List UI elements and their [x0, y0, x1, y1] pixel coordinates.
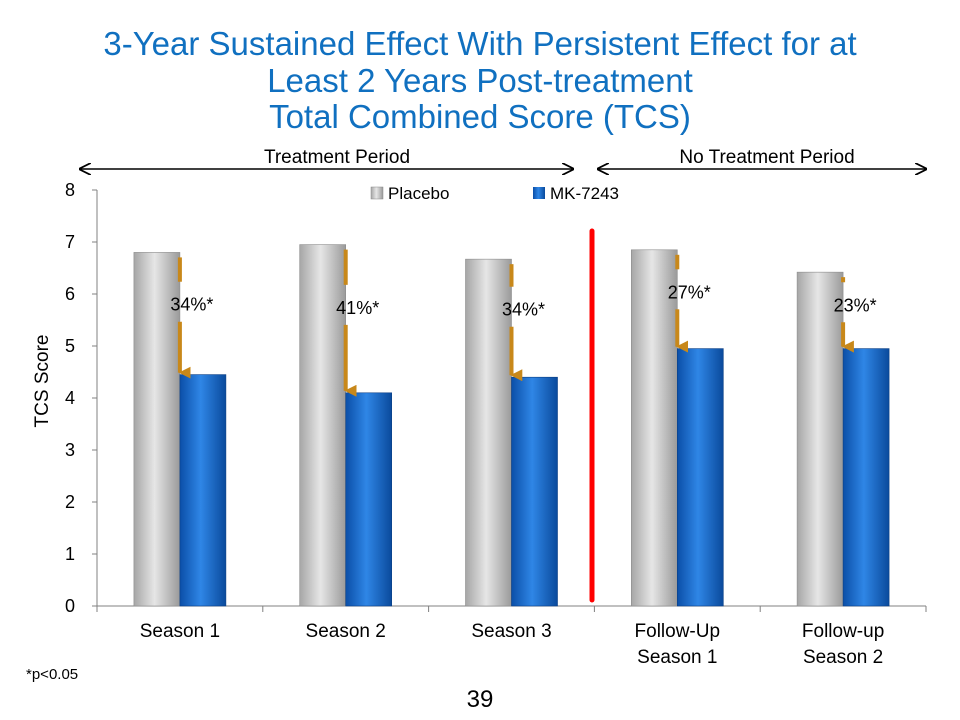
x-tick-label: Follow-Up: [635, 621, 721, 642]
x-tick-label: Season 1: [140, 621, 220, 642]
reduction-label: 41%*: [336, 298, 379, 318]
x-tick-label: Follow-up: [802, 621, 884, 642]
reduction-annotations: 34%* 41%* 34%* 27%* 23%*: [170, 249, 877, 397]
x-tick-label: Season 2: [306, 621, 386, 642]
no-treatment-period-label: No Treatment Period: [679, 147, 854, 168]
title-line-1: 3-Year Sustained Effect With Persistent …: [103, 25, 857, 62]
legend-swatch-mk7243: [533, 187, 545, 199]
bar-mk7243: [511, 376, 558, 607]
y-tick-label: 4: [65, 388, 75, 408]
bar-mk7243: [842, 348, 890, 607]
footnote: *p<0.05: [26, 666, 79, 683]
bar-mk7243: [345, 392, 393, 607]
reduction-label: 34%*: [170, 295, 213, 315]
y-tick-label: 1: [65, 544, 75, 564]
reduction-label: 23%*: [834, 295, 877, 315]
y-tick-label: 3: [65, 440, 75, 460]
bar-placebo: [299, 244, 347, 607]
y-tick-label: 6: [65, 284, 75, 304]
bar-placebo: [796, 271, 844, 607]
y-tick-label: 2: [65, 492, 75, 512]
bars: [133, 244, 890, 607]
bar-placebo: [133, 252, 181, 607]
y-tick-label: 0: [65, 596, 75, 616]
legend: Placebo MK-7243: [370, 184, 619, 203]
treatment-period-label: Treatment Period: [264, 147, 410, 168]
bar-placebo: [630, 249, 678, 607]
x-tick-label: Season 3: [471, 621, 551, 642]
reduction-label: 34%*: [502, 300, 545, 320]
bar-placebo: [465, 258, 512, 607]
x-axis: Season 1 Season 2 Season 3 Follow-Up Season …: [96, 605, 927, 668]
y-tick-label: 5: [65, 336, 75, 356]
y-axis: 0 1 2 3 4 5 6 7 8: [65, 180, 98, 616]
legend-label-placebo: Placebo: [388, 184, 449, 203]
y-tick-label: 7: [65, 232, 75, 252]
legend-swatch-placebo: [370, 186, 384, 200]
title-line-2: Least 2 Years Post-treatment: [267, 62, 693, 99]
bar-mk7243: [676, 348, 724, 607]
reduction-label: 27%*: [668, 282, 711, 302]
bar-mk7243: [179, 374, 227, 607]
page-number: 39: [466, 686, 494, 713]
title-line-3: Total Combined Score (TCS): [269, 98, 691, 135]
y-axis-title: TCS Score: [32, 335, 53, 428]
y-tick-label: 8: [65, 180, 75, 200]
x-tick-label: Season 1: [637, 647, 717, 668]
x-tick-label: Season 2: [803, 647, 883, 668]
legend-label-mk7243: MK-7243: [550, 184, 619, 203]
